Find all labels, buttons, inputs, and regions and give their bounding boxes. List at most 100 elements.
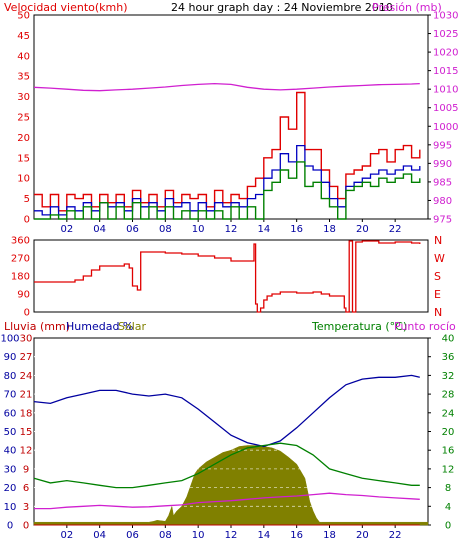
pressure-tick-label: 1020 — [433, 48, 458, 59]
rain-axis-label: Lluvia (mm) — [4, 320, 70, 333]
direction-panel-frame — [33, 239, 429, 313]
wind-tick-label: 45 — [17, 31, 30, 42]
temperature-tick-label: 8 — [445, 483, 451, 494]
hour-tick-label: 22 — [389, 530, 402, 541]
humidity-tick-label: 90 — [4, 352, 17, 363]
pressure-tick-label: 1015 — [433, 66, 458, 77]
wind-tick-label: 20 — [17, 133, 30, 144]
direction-tick-label: 360 — [11, 236, 30, 247]
hour-tick-label: 02 — [60, 224, 73, 235]
humidity-tick-label: 0 — [7, 521, 13, 532]
compass-label: N — [434, 234, 442, 247]
hour-tick-label: 18 — [323, 224, 336, 235]
humidity-tick-label: 30 — [4, 464, 17, 475]
pressure-tick-label: 995 — [433, 140, 452, 151]
rain-tick-label: 9 — [23, 464, 29, 475]
temperature-line — [33, 442, 420, 489]
rain-tick-label: 15 — [20, 427, 33, 438]
humidity-tick-label: 10 — [4, 502, 17, 513]
wind-tick-label: 0 — [24, 215, 30, 226]
pressure-tick-label: 1010 — [433, 85, 458, 96]
humidity-tick-label: 60 — [4, 408, 17, 419]
pressure-tick-label: 1025 — [433, 29, 458, 40]
rain-tick-label: 21 — [20, 390, 33, 401]
rain-tick-label: 12 — [20, 446, 33, 457]
solar-area — [33, 445, 429, 526]
compass-label: E — [434, 288, 441, 301]
compass-label: N — [434, 306, 442, 319]
temperature-tick-label: 16 — [442, 446, 455, 457]
rain-tick-label: 18 — [20, 408, 33, 419]
rain-tick-label: 27 — [20, 352, 33, 363]
pressure-tick-label: 980 — [433, 196, 452, 207]
temperature-axis-label: Temperatura (°C) — [311, 320, 407, 333]
rain-tick-label: 30 — [20, 334, 33, 345]
temperature-tick-label: 4 — [445, 502, 451, 513]
pressure-line — [33, 82, 420, 92]
hour-tick-label: 20 — [356, 530, 369, 541]
rain-tick-label: 3 — [23, 502, 29, 513]
humidity-tick-label: 40 — [4, 446, 17, 457]
direction-tick-label: 270 — [11, 254, 30, 265]
hour-tick-label: 10 — [192, 224, 205, 235]
temperature-tick-label: 0 — [445, 521, 451, 532]
hour-tick-label: 12 — [225, 224, 238, 235]
hour-tick-label: 08 — [159, 530, 172, 541]
wind-tick-label: 30 — [17, 92, 30, 103]
humidity-axis-label: Humedad % — [66, 320, 133, 333]
pressure-axis-label: Presión (mb) — [372, 1, 442, 14]
hour-tick-label: 04 — [93, 530, 106, 541]
rain-tick-label: 24 — [20, 371, 33, 382]
hour-tick-label: 20 — [356, 224, 369, 235]
humidity-tick-label: 20 — [4, 483, 17, 494]
temperature-tick-label: 32 — [442, 371, 455, 382]
wind-tick-label: 50 — [17, 11, 30, 22]
humidity-tick-label: 80 — [4, 371, 17, 382]
rain-tick-label: 0 — [23, 521, 29, 532]
direction-tick-label: 0 — [24, 308, 30, 319]
humidity-tick-label: 50 — [4, 427, 17, 438]
hour-tick-label: 06 — [126, 224, 139, 235]
direction-tick-label: 90 — [17, 290, 30, 301]
compass-label: W — [434, 252, 445, 265]
temperature-tick-label: 36 — [442, 352, 455, 363]
hour-tick-label: 14 — [257, 224, 270, 235]
humidity-tick-label: 100 — [0, 334, 19, 345]
temperature-tick-label: 28 — [442, 390, 455, 401]
wind-speed-line — [34, 161, 421, 220]
temperature-tick-label: 20 — [442, 427, 455, 438]
compass-label: S — [434, 270, 441, 283]
pressure-tick-label: 985 — [433, 177, 452, 188]
wind-tick-label: 40 — [17, 51, 30, 62]
wind-tick-label: 5 — [24, 194, 30, 205]
dewpoint-axis-label: Punto rocío — [394, 320, 456, 333]
wind-direction-line — [34, 240, 421, 313]
hour-tick-label: 16 — [290, 224, 303, 235]
hour-tick-label: 04 — [93, 224, 106, 235]
humidity-tick-label: 70 — [4, 390, 17, 401]
wind-average-line — [34, 144, 421, 216]
wind-tick-label: 35 — [17, 72, 30, 83]
wind-tick-label: 10 — [17, 174, 30, 185]
hour-tick-label: 02 — [60, 530, 73, 541]
humidity-line — [33, 374, 420, 448]
chart-title: 24 hour graph day : 24 Noviembre 2010 — [171, 1, 393, 14]
hour-tick-label: 10 — [192, 530, 205, 541]
wind-tick-label: 15 — [17, 153, 30, 164]
solar-axis-label: Solar — [118, 320, 147, 333]
hour-tick-label: 12 — [225, 530, 238, 541]
wind-panel-frame — [33, 14, 429, 220]
hour-tick-label: 22 — [389, 224, 402, 235]
pressure-tick-label: 1000 — [433, 122, 458, 133]
temperature-tick-label: 24 — [442, 408, 455, 419]
rain-tick-label: 6 — [23, 483, 29, 494]
hour-tick-label: 18 — [323, 530, 336, 541]
wind-axis-label: Velocidad viento(kmh) — [4, 1, 128, 14]
hour-tick-label: 08 — [159, 224, 172, 235]
pressure-tick-label: 1005 — [433, 103, 458, 114]
wind-tick-label: 25 — [17, 113, 30, 124]
pressure-tick-label: 975 — [433, 215, 452, 226]
temperature-tick-label: 12 — [442, 464, 455, 475]
hour-tick-label: 16 — [290, 530, 303, 541]
